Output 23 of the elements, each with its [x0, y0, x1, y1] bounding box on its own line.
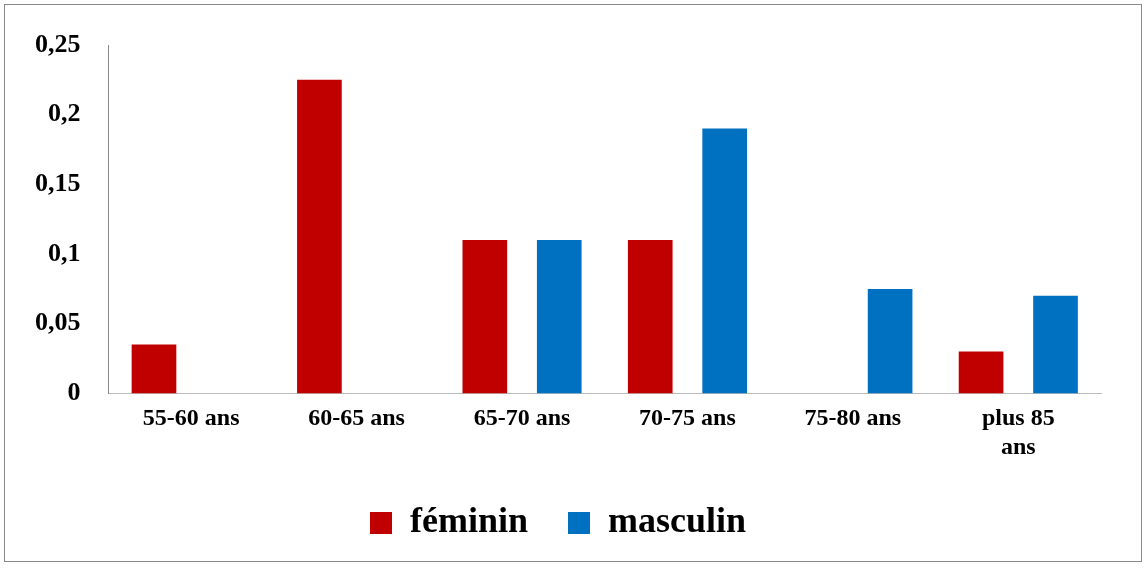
y-tick-label: 0,15	[35, 168, 81, 198]
y-tick-label: 0,05	[35, 307, 81, 337]
x-tick-label: 55-60 ans	[142, 404, 240, 430]
bar	[462, 240, 508, 394]
y-tick-label: 0,25	[35, 28, 81, 58]
y-tick-label: 0,1	[48, 237, 81, 267]
bar	[536, 240, 582, 394]
x-tick-label: plus 85 ans	[981, 404, 1055, 459]
bar	[702, 128, 748, 394]
bar	[131, 344, 177, 394]
bar	[958, 351, 1004, 394]
y-tick-label: 0	[67, 377, 81, 407]
x-tick-label: 65-70 ans	[473, 404, 571, 430]
legend-label: féminin	[409, 500, 528, 541]
bar	[867, 288, 913, 394]
bar	[297, 79, 342, 394]
y-tick-label: 0,2	[48, 98, 81, 128]
bar	[1033, 295, 1078, 394]
x-tick-label: 70-75 ans	[639, 404, 736, 430]
bar	[627, 240, 673, 394]
x-tick-label: 75-80 ans	[804, 404, 902, 430]
legend-label: masculin	[607, 500, 747, 541]
x-tick-label: 60-65 ans	[308, 404, 405, 430]
